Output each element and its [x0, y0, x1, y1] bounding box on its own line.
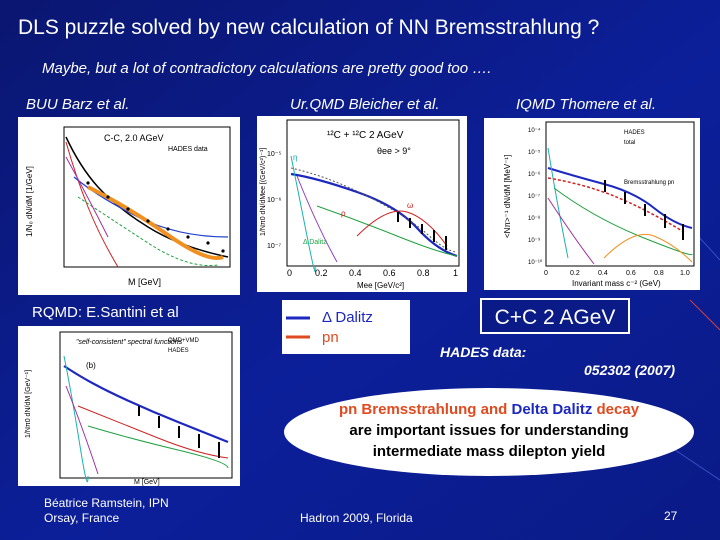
delta-legend-label: Δ Dalitz: [322, 309, 373, 326]
urqmd-label: Ur.QMD Bleicher et al.: [290, 96, 440, 113]
iqmd-xlabel: Invariant mass c⁻² (GeV): [572, 279, 661, 288]
iqmd-y-ticks: 10⁻⁴ 10⁻⁵ 10⁻⁶ 10⁻⁷ 10⁻⁸ 10⁻⁹ 10⁻¹⁰: [528, 127, 543, 266]
iqmd-y-tick: 10⁻⁴: [528, 127, 541, 134]
iqmd-y-tick: 10⁻⁹: [528, 237, 541, 244]
delta-pn-legend: Δ Dalitz pn: [282, 300, 410, 354]
iqmd-x-tick: 0: [544, 270, 548, 277]
rqmd-legend: QMD+VMD HADES: [168, 338, 200, 354]
urqmd-rho-label: ρ: [341, 209, 346, 218]
collision-system-box: C+C 2 AGeV: [480, 298, 630, 334]
urqmd-ylabel: 1/Nπ0 dN/dMee [(GeV/c²)⁻¹]: [260, 148, 267, 236]
iqmd-plot: HADES total Bremsstrahlung pn 10⁻⁴ 10⁻⁵ …: [484, 118, 700, 290]
urqmd-y-ticks: 10⁻⁵ 10⁻⁶ 10⁻⁷: [267, 151, 281, 250]
urqmd-x-tick: 0.4: [349, 268, 362, 278]
page-number: 27: [664, 509, 678, 523]
iqmd-label: IQMD Thomere et al.: [516, 96, 657, 113]
urqmd-eta-label: η: [293, 153, 297, 162]
iqmd-x-tick: 0.8: [654, 270, 664, 277]
delta-dalitz-text: Delta Dalitz: [511, 401, 593, 418]
iqmd-data-points: [604, 180, 684, 240]
rqmd-xlabel: M [GeV]: [134, 479, 160, 486]
urqmd-y-tick: 10⁻⁶: [267, 197, 281, 204]
rqmd-legend-item: QMD+VMD: [168, 338, 200, 344]
author-line-1: Béatrice Ramstein, IPN: [44, 496, 169, 510]
iqmd-y-tick: 10⁻⁶: [528, 171, 541, 178]
urqmd-omega-label: ω: [407, 201, 413, 210]
urqmd-x-tick: 1: [453, 268, 458, 278]
conclusion-line-3: intermediate mass dilepton yield: [372, 443, 606, 460]
conclusion-callout: pn Bremsstrahlung and Delta Dalitz decay…: [284, 388, 694, 476]
urqmd-y-tick: 10⁻⁷: [267, 243, 281, 250]
iqmd-x-tick: 0.2: [570, 270, 580, 277]
iqmd-y-tick: 10⁻⁷: [528, 193, 540, 200]
buu-header: C-C, 2.0 AGeV: [104, 133, 164, 143]
iqmd-legend-item: Bremsstrahlung pn: [624, 180, 674, 186]
author-line-2: Orsay, France: [44, 511, 120, 525]
rqmd-ylabel: 1/Nπ0 dN/dM [GeV⁻¹]: [25, 370, 32, 438]
urqmd-plot: ¹²C + ¹²C 2 AGeV θee > 9° η Δ Dalitz ρ ω…: [257, 116, 467, 292]
buu-ylabel: 1/N₀ dN/dM [1/GeV]: [25, 166, 34, 237]
iqmd-legend: HADES total Bremsstrahlung pn: [624, 130, 674, 186]
urqmd-x-tick: 0.8: [417, 268, 430, 278]
iqmd-x-ticks: 0 0.2 0.4 0.6 0.8 1.0: [544, 270, 690, 277]
pn-legend-label: pn: [322, 329, 339, 346]
iqmd-legend-item: HADES: [624, 130, 645, 136]
urqmd-xlabel: Mee [GeV/c²]: [357, 281, 404, 290]
rqmd-plot: "self-consistent" spectral functions (b)…: [18, 326, 240, 486]
urqmd-header: ¹²C + ¹²C 2 AGeV: [327, 130, 404, 141]
pn-bremsstrahlung-text: pn Bremsstrahlung: [338, 401, 477, 418]
iqmd-x-tick: 0.4: [598, 270, 608, 277]
conclusion-line-1: pn Bremsstrahlung and Delta Dalitz decay: [284, 399, 694, 420]
decay-text: decay: [596, 401, 640, 418]
iqmd-x-tick: 1.0: [680, 270, 690, 277]
buu-data-points: [86, 181, 225, 253]
rqmd-legend-item: HADES: [168, 348, 189, 354]
urqmd-y-tick: 10⁻⁵: [267, 151, 281, 158]
iqmd-legend-item: total: [624, 140, 635, 146]
urqmd-x-tick: 0: [287, 268, 292, 278]
slide-title: DLS puzzle solved by new calculation of …: [18, 16, 600, 39]
urqmd-delta-label: Δ Dalitz: [303, 239, 327, 246]
iqmd-y-tick: 10⁻⁸: [528, 215, 541, 222]
conference-label: Hadron 2009, Florida: [300, 511, 413, 525]
rqmd-data-points: [138, 406, 220, 458]
urqmd-x-ticks: 0 0.2 0.4 0.6 0.8 1: [287, 268, 458, 278]
rqmd-label: RQMD: E.Santini et al: [32, 304, 179, 321]
iqmd-curves: [547, 147, 693, 265]
buu-xlabel: M [GeV]: [128, 277, 161, 287]
rqmd-curves: [63, 355, 229, 483]
buu-plot: C-C, 2.0 AGeV HADES data 1/N₀ dN/dM [1/G…: [18, 117, 240, 295]
slide-subtitle: Maybe, but a lot of contradictory calcul…: [42, 60, 492, 77]
buu-curves: [65, 136, 229, 268]
iqmd-y-tick: 10⁻⁵: [528, 149, 541, 156]
rqmd-spectral-label: "self-consistent" spectral functions: [76, 339, 183, 346]
iqmd-x-tick: 0.6: [626, 270, 636, 277]
urqmd-x-tick: 0.2: [315, 268, 328, 278]
and-text: and: [480, 401, 508, 418]
urqmd-x-tick: 0.6: [383, 268, 396, 278]
urqmd-cut: θee > 9°: [377, 146, 411, 156]
rqmd-panel-label: (b): [86, 361, 96, 370]
conclusion-line-2: are important issues for understanding: [349, 422, 629, 439]
iqmd-ylabel: <Nπ>⁻¹ dN/dM [MeV⁻¹]: [503, 155, 512, 238]
buu-data-label: HADES data: [168, 146, 208, 153]
hades-reference: 052302 (2007): [584, 362, 676, 378]
iqmd-y-tick: 10⁻¹⁰: [528, 259, 543, 266]
buu-label: BUU Barz et al.: [26, 96, 130, 113]
hades-data-label: HADES data:: [440, 344, 527, 360]
urqmd-curves: [290, 155, 458, 273]
urqmd-data-points: [397, 212, 447, 250]
